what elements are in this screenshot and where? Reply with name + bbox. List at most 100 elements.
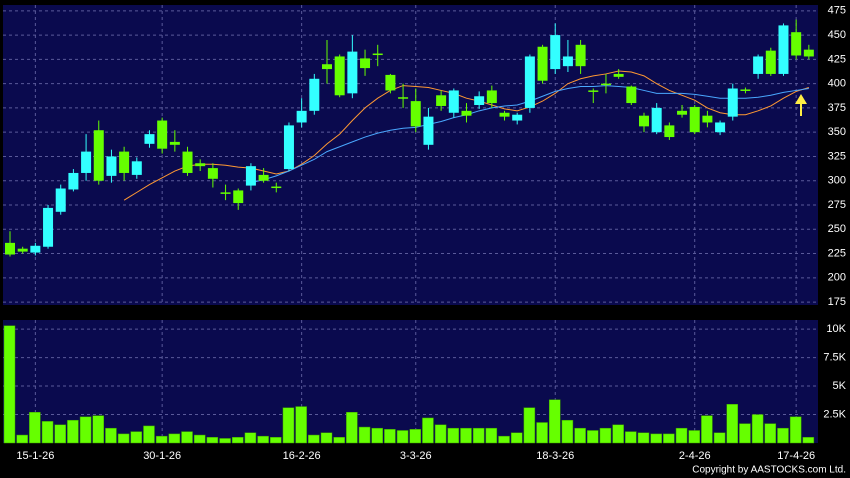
y-tick-label: 200 [828, 272, 846, 284]
candle-body [93, 130, 104, 181]
volume-bar [396, 430, 409, 444]
x-tick-label: 18-3-26 [536, 450, 574, 462]
volume-bar [802, 437, 815, 444]
candle-body [245, 166, 256, 186]
candle-body [562, 56, 573, 67]
moving-average [123, 70, 809, 201]
candle-body [309, 78, 320, 111]
volume-bar [612, 424, 624, 444]
volume-bar [637, 432, 650, 444]
volume-bar [270, 437, 282, 444]
volume-bar [358, 426, 371, 444]
volume-bar [320, 432, 333, 444]
volume-bar [587, 430, 599, 444]
volume-bar [485, 427, 498, 444]
y-tick-label: 175 [828, 296, 846, 308]
x-tick-label: 17-4-26 [777, 450, 815, 462]
candle-body [702, 115, 713, 123]
candle-body [461, 110, 472, 116]
candle-body [55, 188, 66, 212]
candle-body [334, 56, 345, 96]
candle-body [651, 107, 662, 133]
volume-bar [79, 416, 92, 444]
candle-body [233, 190, 244, 204]
y-tick-label: 450 [828, 29, 846, 41]
copyright: Copyright by AASTOCKS.com Ltd. [692, 465, 846, 476]
candle-body [423, 116, 434, 145]
volume-bar [193, 434, 206, 444]
y-tick-label: 250 [828, 223, 846, 235]
candle-body [372, 53, 383, 56]
candle-body [537, 46, 548, 81]
volume-bar [688, 430, 700, 444]
volume-bar [308, 434, 320, 444]
candle-body [677, 110, 688, 115]
candle-body [360, 58, 371, 69]
grid [3, 5, 818, 443]
price-panel [3, 5, 818, 305]
candle-body [613, 73, 624, 77]
volume-bar [219, 438, 231, 444]
y-tick-label: 350 [828, 126, 846, 138]
candle-body [81, 151, 92, 173]
volume-panel [3, 320, 818, 443]
y-tick-label: 300 [828, 175, 846, 187]
x-tick-label: 3-3-26 [400, 450, 432, 462]
candle-body [322, 64, 332, 70]
volume-bar [346, 412, 358, 444]
volume-bar [295, 406, 307, 444]
candle-body [753, 56, 764, 74]
volume-bar [105, 427, 117, 444]
candle-body [639, 115, 649, 127]
volume-bar [333, 437, 345, 444]
y-tick-label: 10K [826, 323, 846, 335]
volume-bar [3, 325, 16, 444]
volume-bar [498, 435, 510, 444]
candle-body [296, 110, 307, 123]
volume-bar [739, 423, 751, 444]
candle-body [220, 192, 231, 194]
volume-bar [751, 414, 764, 444]
candle-body [486, 90, 497, 104]
volume-bar [29, 412, 41, 444]
volume-bar [599, 427, 612, 444]
volume-bar [282, 407, 295, 444]
volume-bar [67, 419, 79, 444]
y-tick-label: 325 [828, 150, 846, 162]
candle-body [43, 207, 54, 247]
volume-bar [371, 427, 383, 444]
candle-body [524, 56, 535, 108]
volume-bar [510, 432, 523, 444]
volume-bar [663, 433, 675, 444]
candle-body [258, 174, 269, 181]
volume-bar [244, 432, 257, 444]
candle-body [30, 245, 41, 253]
x-tick-label: 16-2-26 [283, 450, 321, 462]
volume-bar [155, 435, 168, 444]
volume-bar [625, 431, 637, 444]
y-tick-label: 475 [828, 5, 846, 17]
volume-bar [231, 437, 244, 444]
candle-body [347, 51, 358, 94]
volume-bar [181, 431, 193, 444]
candle-body [131, 161, 142, 175]
volume-bar [523, 407, 536, 444]
y-tick-label: 2.5K [823, 408, 846, 420]
candle-body [5, 242, 15, 255]
candle-body [689, 106, 700, 133]
candle-body [778, 25, 789, 74]
volume-bar [675, 427, 688, 444]
candle-body [182, 151, 193, 173]
candle-body [207, 168, 218, 179]
candle-body [803, 49, 814, 57]
volume-bar [713, 432, 726, 444]
marks [3, 19, 815, 444]
x-tick-label: 15-1-26 [16, 450, 54, 462]
candle-body [715, 122, 726, 133]
candle-body [664, 125, 675, 138]
volume-bar [650, 433, 662, 444]
candle-body [575, 44, 586, 67]
candle-body [765, 50, 776, 74]
volume-bar [472, 427, 485, 444]
volume-bar [561, 419, 574, 444]
